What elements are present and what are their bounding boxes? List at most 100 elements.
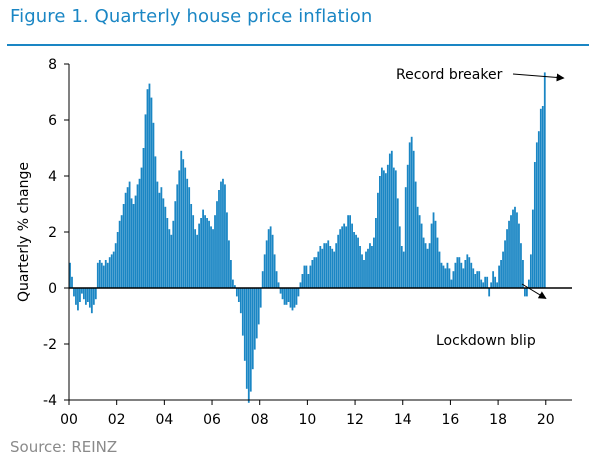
bar <box>182 159 185 288</box>
bar <box>474 274 477 288</box>
bar <box>71 276 73 288</box>
bar <box>404 187 407 288</box>
bar <box>408 142 411 288</box>
bar <box>180 150 183 288</box>
bar <box>88 288 91 308</box>
annotation-arrow <box>512 73 565 82</box>
bar <box>535 142 538 288</box>
bar <box>518 223 520 288</box>
bar <box>120 215 123 288</box>
bar <box>112 251 115 288</box>
bar <box>543 72 546 289</box>
bar <box>392 167 395 288</box>
bar <box>132 204 135 288</box>
bar <box>325 243 328 288</box>
bar <box>90 288 93 314</box>
bar <box>237 288 240 302</box>
bar <box>476 271 479 288</box>
bar <box>514 206 516 288</box>
bar <box>484 276 487 288</box>
bar <box>148 83 151 288</box>
bar <box>263 254 266 288</box>
bar <box>235 288 238 297</box>
bar <box>178 170 181 288</box>
bar <box>315 257 318 288</box>
bar <box>418 215 421 288</box>
bar <box>259 288 262 308</box>
bar <box>267 229 270 288</box>
bar <box>283 288 286 305</box>
bar <box>287 288 290 302</box>
bar <box>164 206 167 288</box>
bar <box>365 251 367 288</box>
bar <box>464 260 467 288</box>
bar <box>490 282 493 288</box>
bar <box>394 170 397 288</box>
bar <box>214 215 216 288</box>
bar <box>295 288 298 305</box>
bar <box>100 262 103 288</box>
bar <box>508 220 510 288</box>
bar <box>279 288 282 294</box>
bar <box>377 192 379 288</box>
bar <box>253 288 256 350</box>
bar <box>140 167 143 288</box>
bar <box>470 262 473 288</box>
bar <box>498 265 500 288</box>
bar <box>390 150 393 288</box>
bar <box>198 223 201 288</box>
bar <box>228 240 230 288</box>
bar <box>102 265 105 288</box>
bar <box>192 215 195 288</box>
bar <box>299 282 302 288</box>
bar <box>398 226 401 288</box>
bar <box>305 265 308 288</box>
bar <box>166 218 169 288</box>
y-tick-label: 6 <box>48 113 57 129</box>
bar <box>297 288 300 297</box>
bar <box>456 257 459 288</box>
bar <box>434 220 437 288</box>
bar <box>327 240 330 288</box>
bar <box>138 178 141 288</box>
bar <box>380 167 383 288</box>
bar <box>196 234 199 288</box>
y-tick-label: 4 <box>48 169 57 185</box>
bar <box>323 243 326 288</box>
bar <box>373 237 375 288</box>
bar <box>426 248 429 288</box>
bar <box>416 206 419 288</box>
x-tick-label: 16 <box>442 412 460 428</box>
bar <box>247 288 250 403</box>
title-rule <box>7 44 589 46</box>
bar <box>400 246 403 288</box>
bar <box>351 223 353 288</box>
bar <box>265 240 268 288</box>
bar <box>116 232 119 288</box>
bar <box>492 271 495 288</box>
bar <box>414 181 417 288</box>
bar <box>224 184 226 288</box>
bar <box>124 192 127 288</box>
bar <box>144 114 147 289</box>
chart-source: Source: REINZ <box>10 438 118 456</box>
bar <box>341 226 344 288</box>
bar <box>226 212 228 288</box>
bar <box>146 89 149 288</box>
bar <box>526 288 528 297</box>
bar <box>460 262 463 288</box>
bar <box>454 262 457 288</box>
bar <box>424 243 427 288</box>
bar <box>168 229 171 288</box>
bar <box>96 262 99 288</box>
bar <box>243 288 246 361</box>
bar <box>222 178 224 288</box>
bar <box>396 198 399 288</box>
bar <box>452 271 455 288</box>
bar <box>339 229 342 288</box>
bar <box>367 248 369 288</box>
bar <box>466 254 469 288</box>
bar <box>349 215 351 288</box>
